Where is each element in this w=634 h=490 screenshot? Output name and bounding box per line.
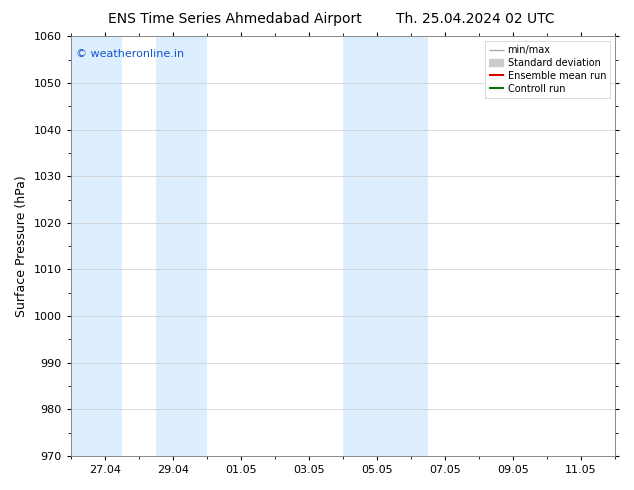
- Bar: [71, 36, 122, 456]
- Bar: [394, 36, 428, 456]
- Text: ENS Time Series Ahmedabad Airport: ENS Time Series Ahmedabad Airport: [108, 12, 361, 26]
- Bar: [156, 36, 207, 456]
- Text: © weatheronline.in: © weatheronline.in: [76, 49, 184, 59]
- Text: Th. 25.04.2024 02 UTC: Th. 25.04.2024 02 UTC: [396, 12, 555, 26]
- Bar: [343, 36, 394, 456]
- Y-axis label: Surface Pressure (hPa): Surface Pressure (hPa): [15, 175, 28, 317]
- Legend: min/max, Standard deviation, Ensemble mean run, Controll run: min/max, Standard deviation, Ensemble me…: [485, 41, 610, 98]
